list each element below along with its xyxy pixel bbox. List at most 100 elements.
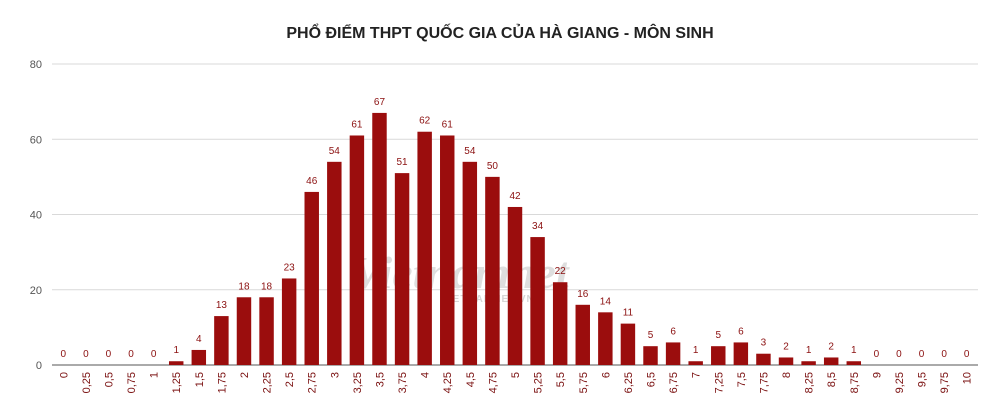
data-label: 54 <box>329 146 341 157</box>
y-tick-label: 60 <box>30 134 42 146</box>
data-label: 18 <box>238 281 250 292</box>
x-tick-label: 6,75 <box>668 372 680 393</box>
x-tick-label: 4 <box>420 372 432 378</box>
bar <box>349 135 365 365</box>
data-label: 2 <box>828 341 834 352</box>
bar <box>440 135 455 365</box>
bar <box>214 316 229 365</box>
x-tick-label: 7,25 <box>713 372 725 393</box>
data-label: 42 <box>509 191 521 202</box>
x-tick-label: 9 <box>871 372 883 378</box>
bar <box>778 357 794 365</box>
x-tick-label: 8,5 <box>826 372 838 387</box>
bar <box>530 237 545 365</box>
x-tick-label: 3 <box>329 372 341 378</box>
data-label: 2 <box>783 341 789 352</box>
x-tick-label: 1,5 <box>194 372 206 387</box>
bar <box>846 361 862 365</box>
data-label: 1 <box>851 345 857 356</box>
bar <box>168 361 184 365</box>
bar <box>552 282 568 365</box>
data-label: 14 <box>600 296 612 307</box>
x-tick-label: 6,25 <box>623 372 635 393</box>
data-label: 5 <box>648 330 654 341</box>
x-tick-label: 6 <box>600 372 612 378</box>
data-label: 22 <box>555 266 567 277</box>
x-tick-label: 0,75 <box>126 372 138 393</box>
bar <box>823 357 839 365</box>
y-tick-label: 80 <box>30 59 42 71</box>
data-label: 18 <box>261 281 273 292</box>
bar <box>394 173 410 365</box>
x-tick-label: 10 <box>962 372 974 384</box>
data-label: 0 <box>83 349 89 360</box>
x-tick-label: 2,75 <box>307 372 319 393</box>
bar <box>372 112 387 365</box>
x-tick-label: 2 <box>239 372 251 378</box>
y-tick-labels: 0 20 40 60 80 <box>30 59 42 372</box>
bar <box>598 312 613 365</box>
bar <box>756 353 771 365</box>
x-tick-label: 1,25 <box>171 372 183 393</box>
x-tick-label: 0,25 <box>81 372 93 393</box>
x-tick-label: 9,5 <box>917 372 929 387</box>
bar <box>259 297 274 365</box>
y-tick-label: 20 <box>30 285 42 297</box>
x-tick-label: 7,5 <box>736 372 748 387</box>
data-label: 0 <box>896 349 902 360</box>
data-label: 6 <box>738 326 744 337</box>
x-tick-label: 5,75 <box>578 372 590 393</box>
x-tick-label: 2,5 <box>284 372 296 387</box>
data-label: 11 <box>623 308 634 319</box>
bar <box>801 361 816 365</box>
x-tick-label: 1 <box>149 372 161 378</box>
data-label: 67 <box>374 97 386 108</box>
bar <box>462 161 478 365</box>
bar <box>733 342 749 365</box>
bar <box>665 342 681 365</box>
y-tick-label: 0 <box>36 360 42 372</box>
bar <box>281 278 297 365</box>
bar <box>711 346 726 365</box>
data-label: 4 <box>196 334 202 345</box>
x-tick-label: 7,75 <box>758 372 770 393</box>
data-label: 61 <box>442 119 454 130</box>
data-label: 54 <box>464 146 476 157</box>
x-tick-label: 8,75 <box>849 372 861 393</box>
data-label: 0 <box>128 349 134 360</box>
data-label: 5 <box>715 330 721 341</box>
x-tick-label: 3,5 <box>374 372 386 387</box>
x-tick-labels: 0 0,25 0,5 0,75 1 1,25 1,5 1,75 2 2,25 2,5 2,75 3 3,2… <box>58 372 973 393</box>
x-tick-label: 1,75 <box>216 372 228 393</box>
data-label: 13 <box>216 300 228 311</box>
bar <box>575 304 590 365</box>
data-label: 0 <box>874 349 880 360</box>
x-tick-label: 4,25 <box>442 372 454 393</box>
y-tick-label: 40 <box>30 210 42 222</box>
data-label: 1 <box>173 345 179 356</box>
bar <box>304 191 319 365</box>
x-tick-label: 9,25 <box>894 372 906 393</box>
data-label: 0 <box>106 349 112 360</box>
data-label: 1 <box>806 345 812 356</box>
data-label: 46 <box>306 176 318 187</box>
x-tick-label: 5,25 <box>533 372 545 393</box>
bars <box>168 112 862 365</box>
x-tick-label: 5 <box>510 372 522 378</box>
data-label: 61 <box>351 119 363 130</box>
chart-title: PHỔ ĐIỂM THPT QUỐC GIA CỦA HÀ GIANG - MÔ… <box>286 22 713 42</box>
data-label: 1 <box>693 345 699 356</box>
bar <box>485 176 500 365</box>
x-tick-label: 5,5 <box>555 372 567 387</box>
bar <box>327 161 342 365</box>
x-tick-label: 9,75 <box>939 372 951 393</box>
data-label: 6 <box>670 326 676 337</box>
data-label: 51 <box>397 157 409 168</box>
data-label: 0 <box>964 349 970 360</box>
x-tick-label: 0 <box>58 372 70 378</box>
x-tick-label: 2,25 <box>262 372 274 393</box>
data-label: 0 <box>941 349 947 360</box>
data-label: 23 <box>284 262 296 273</box>
x-tick-label: 7 <box>691 372 703 378</box>
